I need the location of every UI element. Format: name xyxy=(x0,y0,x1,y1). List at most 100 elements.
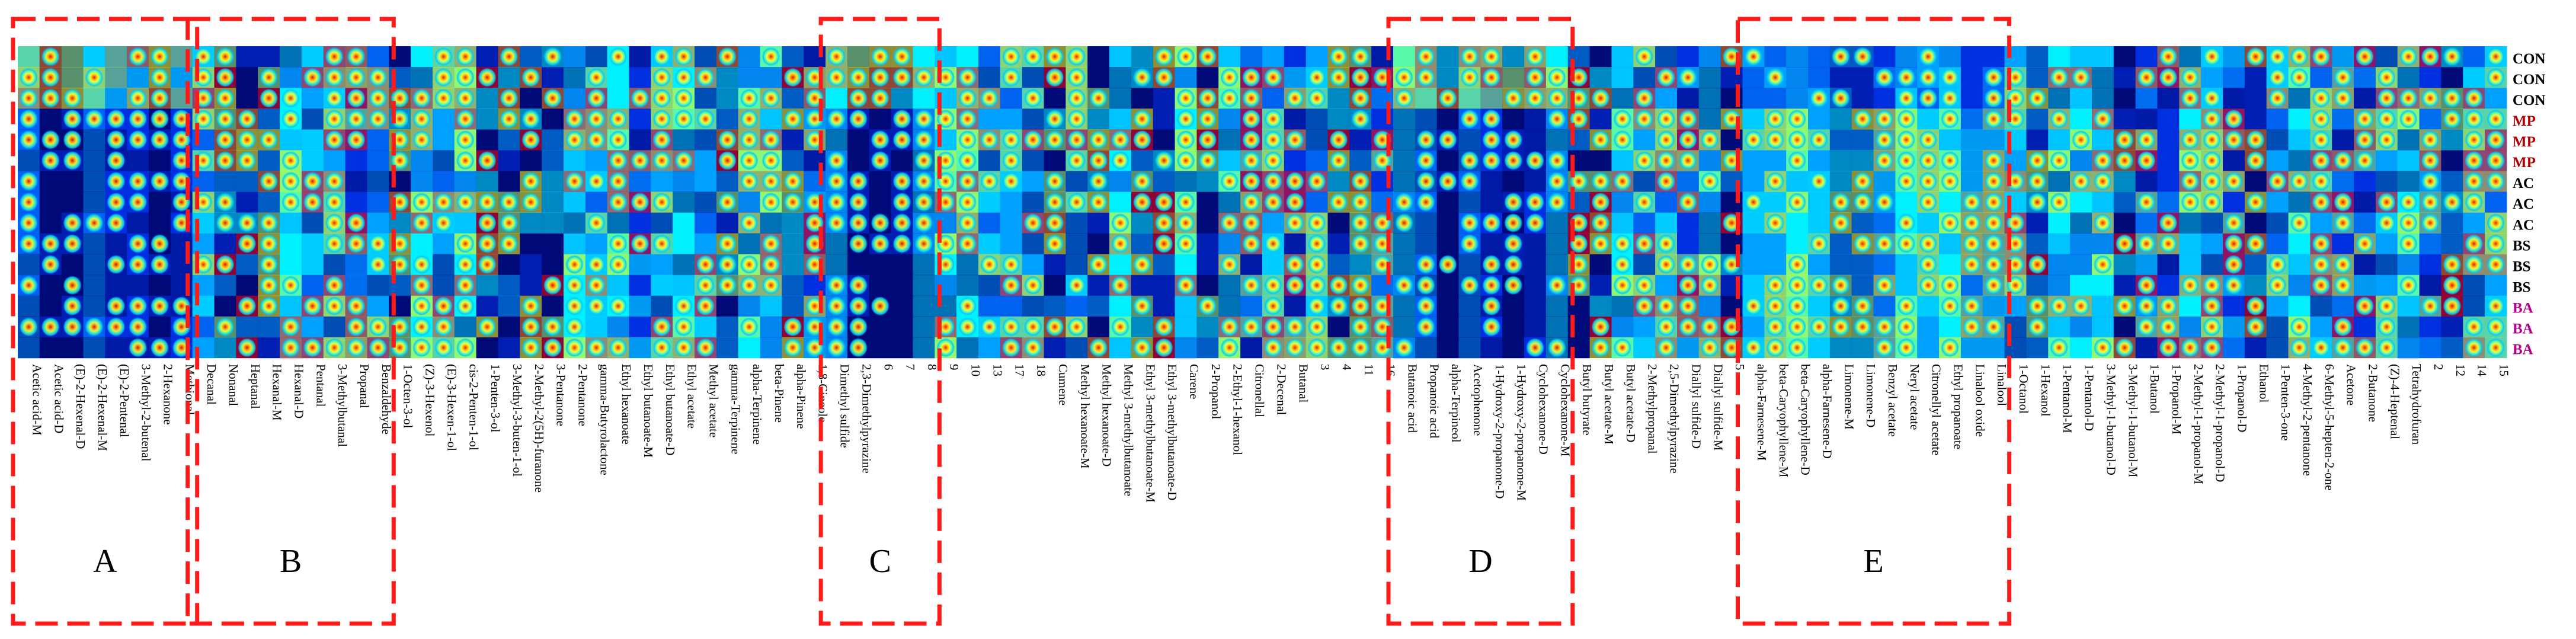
heatmap-spot xyxy=(1941,296,1959,316)
heatmap-spot xyxy=(2181,130,2200,149)
heatmap-cell xyxy=(2157,191,2180,213)
heatmap-spot xyxy=(1788,109,1807,129)
heatmap-spot xyxy=(129,88,148,108)
heatmap-spot xyxy=(1504,151,1523,170)
heatmap-cell xyxy=(1633,337,1656,359)
column-label: beta-Pinene xyxy=(772,364,786,423)
column-label: 3-Methylbutanal xyxy=(335,364,350,447)
heatmap-cell xyxy=(18,254,40,276)
heatmap-cell xyxy=(2375,274,2398,296)
heatmap-cell xyxy=(673,274,695,296)
heatmap-spot xyxy=(2312,171,2331,191)
heatmap-spot xyxy=(609,151,628,170)
heatmap-spot xyxy=(303,68,322,87)
heatmap-spot xyxy=(2334,68,2353,87)
heatmap-spot xyxy=(2465,88,2484,108)
heatmap-cell xyxy=(2288,191,2311,213)
heatmap-spot xyxy=(1984,255,2003,274)
heatmap-spot xyxy=(1067,88,1086,108)
heatmap-cell xyxy=(1808,150,1831,171)
heatmap-cell xyxy=(2419,254,2441,276)
heatmap-cell xyxy=(738,67,761,88)
heatmap-spot xyxy=(1591,192,1610,212)
heatmap-spot xyxy=(2334,213,2353,233)
heatmap-spot xyxy=(325,276,344,295)
heatmap-spot xyxy=(151,338,169,357)
heatmap-spot xyxy=(434,88,453,108)
heatmap-spot xyxy=(1351,109,1370,129)
heatmap-spot xyxy=(2246,192,2265,212)
heatmap-spot xyxy=(2487,296,2505,316)
heatmap-spot xyxy=(151,109,169,129)
heatmap-spot xyxy=(456,234,475,254)
heatmap-cell xyxy=(2441,316,2463,338)
heatmap-spot xyxy=(1395,68,1413,87)
column-label: Linalool oxide xyxy=(1973,364,1987,437)
heatmap-cell xyxy=(1065,171,1088,192)
heatmap-cell xyxy=(2092,67,2114,88)
column-label: 2-Methyl-1-propanol-D xyxy=(2213,364,2228,482)
column-label: (E)-3-Hexen-1-ol xyxy=(444,364,459,451)
heatmap-spot xyxy=(1482,317,1501,337)
heatmap-spot xyxy=(63,213,82,233)
heatmap-spot xyxy=(1875,68,1894,87)
heatmap-cell xyxy=(476,295,499,317)
heatmap-spot xyxy=(958,109,977,129)
heatmap-cell xyxy=(1436,337,1460,359)
heatmap-spot xyxy=(2268,47,2287,66)
heatmap-cell xyxy=(1044,274,1066,296)
heatmap-spot xyxy=(1220,255,1239,274)
heatmap-cell xyxy=(520,150,542,171)
heatmap-cell xyxy=(1436,67,1460,88)
heatmap-cell xyxy=(105,46,127,68)
heatmap-spot xyxy=(1132,130,1151,149)
heatmap-cell xyxy=(280,295,302,317)
heatmap-spot xyxy=(1263,338,1282,357)
heatmap-spot xyxy=(1351,192,1370,212)
column-label: Propanoic acid xyxy=(1427,364,1441,439)
heatmap-cell xyxy=(1655,191,1678,213)
heatmap-cell xyxy=(2157,274,2180,296)
heatmap-cell xyxy=(564,46,586,68)
column-label: Ethyl 3-methylbutanoate-M xyxy=(1143,364,1157,503)
heatmap-spot xyxy=(1635,192,1654,212)
heatmap-spot xyxy=(1001,338,1020,357)
heatmap-spot xyxy=(1001,317,1020,337)
heatmap-spot xyxy=(1919,151,1938,170)
heatmap-spot xyxy=(1853,109,1872,129)
heatmap-cell xyxy=(1698,212,1721,234)
heatmap-spot xyxy=(892,171,911,191)
heatmap-spot xyxy=(369,88,388,108)
heatmap-spot xyxy=(827,317,846,337)
heatmap-cell xyxy=(1808,191,1831,213)
column-label: Heptanal xyxy=(248,364,263,409)
column-label: 13 xyxy=(990,364,1004,376)
heatmap-cell xyxy=(2048,254,2071,276)
heatmap-spot xyxy=(2159,296,2178,316)
heatmap-cell xyxy=(476,337,499,359)
heatmap-spot xyxy=(2203,88,2222,108)
column-label: 1-Octanol xyxy=(2017,364,2031,414)
heatmap-spot xyxy=(1766,338,1785,357)
heatmap-spot xyxy=(849,317,868,337)
heatmap-spot xyxy=(1263,109,1282,129)
heatmap-spot xyxy=(2290,338,2309,357)
heatmap-spot xyxy=(1242,88,1261,108)
heatmap-spot xyxy=(2137,276,2156,295)
heatmap-cell xyxy=(782,150,804,171)
column-label: 9 xyxy=(947,364,961,370)
heatmap-cell xyxy=(869,171,892,192)
column-label: 5 xyxy=(1733,364,1747,370)
heatmap-spot xyxy=(1504,255,1523,274)
heatmap-cell xyxy=(1611,316,1634,338)
heatmap-cell xyxy=(2310,316,2332,338)
heatmap-spot xyxy=(1875,317,1894,337)
heatmap-cell xyxy=(1960,274,1983,296)
heatmap-cell xyxy=(2048,233,2071,255)
heatmap-cell xyxy=(782,46,804,68)
heatmap-cell xyxy=(1524,108,1547,130)
heatmap-spot xyxy=(1307,338,1326,357)
heatmap-spot xyxy=(1416,192,1435,212)
heatmap-cell xyxy=(1655,88,1678,109)
heatmap-spot xyxy=(1482,255,1501,274)
